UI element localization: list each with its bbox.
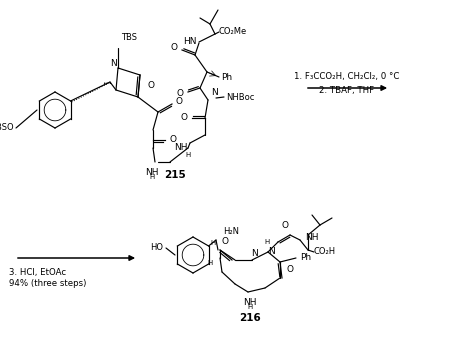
Text: O: O (221, 237, 228, 246)
Text: N: N (268, 246, 274, 255)
Text: 1. F₃CCO₂H, CH₂Cl₂, 0 °C: 1. F₃CCO₂H, CH₂Cl₂, 0 °C (294, 73, 399, 82)
Text: O: O (176, 89, 184, 98)
Text: NH: NH (174, 144, 188, 153)
Text: N: N (251, 249, 258, 258)
Text: H: H (207, 260, 213, 266)
Text: N: N (110, 58, 117, 67)
Text: NH: NH (145, 168, 158, 177)
Text: 94% (three steps): 94% (three steps) (9, 279, 86, 288)
Text: TBS: TBS (121, 33, 137, 42)
Text: H₂N: H₂N (223, 228, 238, 237)
Text: H: H (210, 240, 216, 246)
Text: Ph: Ph (220, 73, 232, 82)
Text: O: O (175, 98, 182, 107)
Text: 2. TBAF, THF: 2. TBAF, THF (319, 85, 374, 94)
Text: HN: HN (183, 37, 197, 46)
Text: Ph: Ph (300, 254, 311, 263)
Text: H: H (149, 174, 154, 180)
Text: TBSO: TBSO (0, 124, 14, 133)
Text: O: O (181, 113, 188, 122)
Text: HO: HO (150, 244, 163, 253)
Text: CO₂Me: CO₂Me (219, 27, 247, 36)
Text: 216: 216 (238, 313, 260, 323)
Text: 3. HCl, EtOAc: 3. HCl, EtOAc (9, 267, 66, 276)
Text: •••: ••• (102, 81, 112, 85)
Text: O: O (171, 44, 178, 53)
Text: 215: 215 (164, 170, 186, 180)
Text: NH: NH (304, 233, 318, 242)
Text: H: H (247, 304, 252, 310)
Text: CO₂H: CO₂H (313, 247, 335, 256)
Text: O: O (281, 221, 288, 230)
Text: NH: NH (243, 298, 256, 307)
Text: H: H (185, 152, 190, 158)
Text: O: O (287, 265, 294, 274)
Text: O: O (148, 82, 155, 91)
Text: N: N (211, 88, 217, 97)
Text: NHBoc: NHBoc (225, 92, 254, 101)
Text: O: O (169, 136, 176, 145)
Text: H: H (264, 239, 269, 245)
